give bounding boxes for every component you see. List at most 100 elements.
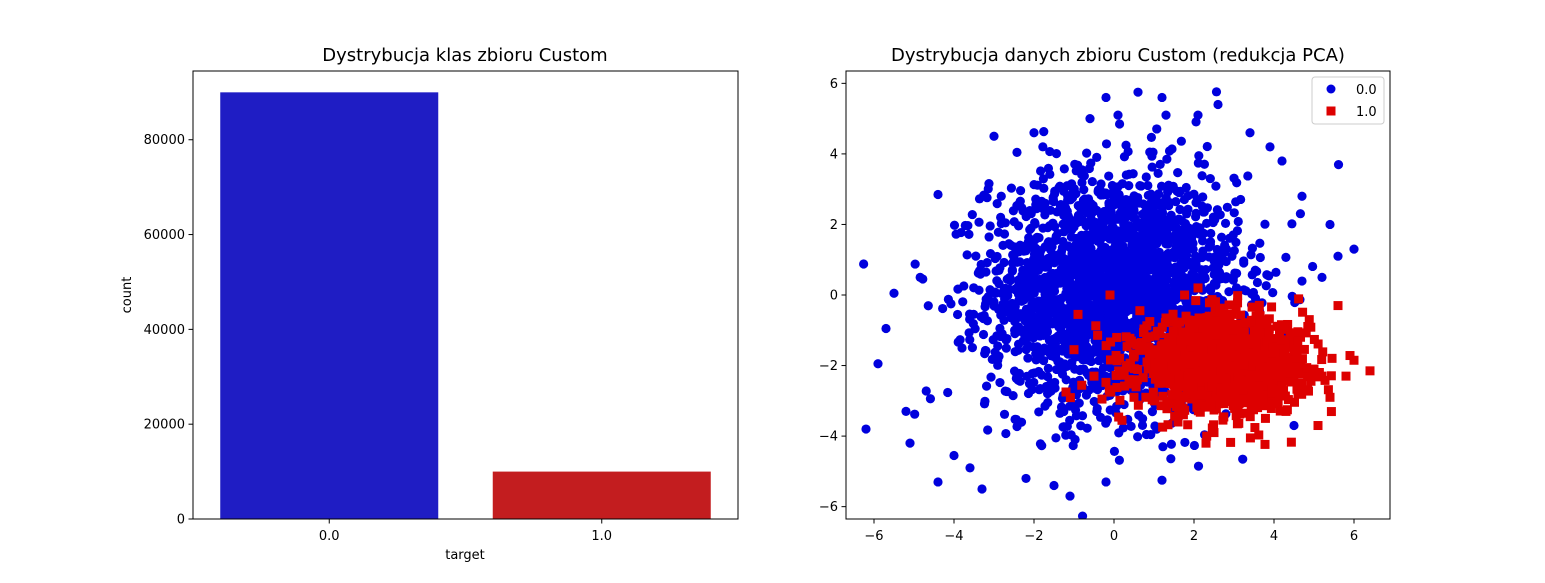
scatter-point <box>1231 304 1241 314</box>
scatter-point <box>1101 477 1111 487</box>
scatter-point <box>1128 169 1138 179</box>
scatter-point <box>1293 389 1303 399</box>
scatter-point <box>1167 144 1177 154</box>
scatter-point <box>965 335 975 345</box>
scatter-point <box>1001 343 1011 353</box>
scatter-point <box>1035 329 1045 339</box>
scatter-point <box>1171 238 1182 248</box>
scatter-point <box>1087 301 1097 311</box>
scatter-point <box>1245 412 1255 422</box>
scatter-point <box>1221 319 1231 329</box>
scatter-point <box>1173 168 1183 178</box>
scatter-point <box>1183 420 1193 430</box>
scatter-point <box>1170 395 1180 405</box>
scatter-point <box>1035 166 1046 176</box>
scatter-point <box>1275 406 1285 416</box>
scatter-point <box>1210 364 1220 374</box>
scatter-point <box>1254 322 1264 332</box>
scatter-point <box>1075 292 1085 302</box>
scatter-point <box>1287 328 1297 338</box>
scatter-point <box>1075 364 1086 374</box>
scatter-point <box>1297 354 1307 364</box>
scatter-point <box>1189 440 1200 451</box>
scatter-point <box>990 287 1000 297</box>
scatter-point <box>1177 341 1187 351</box>
scatter-point <box>938 303 948 314</box>
scatter-point <box>1323 385 1333 395</box>
scatter-point <box>1158 361 1168 371</box>
scatter-point <box>1111 370 1121 380</box>
scatter-point <box>1294 294 1304 304</box>
scatter-point <box>1121 170 1131 180</box>
scatter-point <box>1204 311 1214 321</box>
scatter-point <box>1197 201 1207 211</box>
scatter-point <box>1196 318 1206 328</box>
scatter-point <box>1262 342 1272 352</box>
scatter-point <box>1158 442 1168 452</box>
y-tick-label: 0 <box>830 289 838 304</box>
scatter-point <box>1225 345 1235 355</box>
scatter-point <box>1252 395 1262 405</box>
scatter-point <box>1033 263 1043 273</box>
scatter-point <box>1043 388 1053 398</box>
scatter-point <box>1248 367 1258 377</box>
x-tick-label: 0.0 <box>319 529 340 544</box>
scatter-point <box>1000 218 1010 228</box>
scatter-point <box>1246 361 1256 371</box>
scatter-point <box>1112 382 1122 392</box>
scatter-point <box>1186 333 1196 343</box>
scatter-point <box>1120 381 1130 391</box>
scatter-point <box>933 477 943 487</box>
scatter-point <box>1170 276 1180 286</box>
scatter-point <box>1007 258 1018 268</box>
scatter-point <box>1166 454 1176 464</box>
bar-plot-frame <box>192 70 739 520</box>
scatter-point <box>1182 359 1192 369</box>
scatter-point <box>1077 411 1088 421</box>
scatter-point <box>1234 418 1244 428</box>
scatter-point <box>1074 398 1084 408</box>
scatter-point <box>1175 395 1185 405</box>
scatter-point <box>977 484 987 494</box>
x-tick-label: 1.0 <box>591 529 612 544</box>
scatter-point <box>1178 327 1188 337</box>
scatter-point <box>1293 336 1303 346</box>
scatter-point <box>1228 272 1238 282</box>
legend-marker-square <box>1326 106 1336 116</box>
scatter-point <box>1221 374 1231 384</box>
scatter-point <box>1069 345 1079 355</box>
y-tick-label: 2 <box>830 218 838 233</box>
scatter-point <box>1152 326 1162 336</box>
scatter-point <box>1092 152 1102 162</box>
scatter-point <box>1215 374 1225 384</box>
scatter-point <box>1220 218 1231 228</box>
scatter-point <box>1240 397 1250 407</box>
scatter-point <box>992 198 1002 209</box>
scatter-point <box>1119 279 1129 290</box>
scatter-point <box>1210 304 1220 314</box>
scatter-point <box>1253 403 1263 413</box>
scatter-point <box>1158 391 1168 401</box>
scatter-point <box>1313 339 1323 349</box>
scatter-point <box>1262 315 1272 325</box>
scatter-point <box>1075 322 1085 332</box>
scatter-point <box>1059 422 1069 432</box>
scatter-point <box>1117 415 1127 425</box>
scatter-point <box>1172 288 1182 299</box>
scatter-point <box>1105 355 1115 365</box>
bar-series <box>220 92 711 519</box>
scatter-point <box>1069 222 1079 232</box>
scatter-point <box>1013 310 1023 320</box>
scatter-legend: 0.0 1.0 <box>1311 76 1385 125</box>
scatter-point <box>1148 147 1158 157</box>
scatter-point <box>1013 345 1023 355</box>
scatter-point <box>1247 302 1257 312</box>
scatter-point <box>1249 327 1259 337</box>
scatter-point <box>1164 201 1174 211</box>
scatter-point <box>1099 206 1109 217</box>
scatter-point <box>1114 455 1124 465</box>
scatter-point <box>1239 258 1249 268</box>
scatter-point <box>859 259 869 269</box>
scatter-point <box>1260 219 1270 229</box>
scatter-point <box>1256 370 1266 380</box>
